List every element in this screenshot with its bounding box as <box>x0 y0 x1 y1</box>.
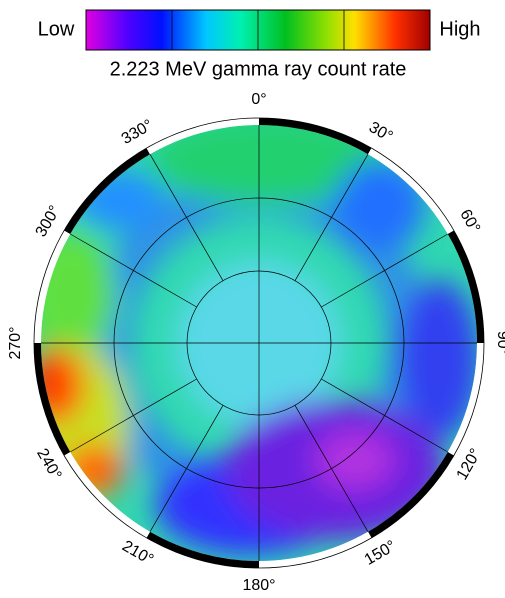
angle-label: 120° <box>454 446 485 483</box>
figure: Low High 2.223 MeV gamma ray count rate … <box>0 0 505 593</box>
angle-label: 60° <box>456 207 483 236</box>
angle-label: 240° <box>33 446 64 483</box>
high-label: High <box>439 18 480 40</box>
angle-label: 270° <box>7 326 24 359</box>
colorbar-caption: 2.223 MeV gamma ray count rate <box>110 58 407 80</box>
map <box>25 110 490 570</box>
angle-label: 330° <box>119 117 156 148</box>
angle-label: 150° <box>362 538 399 569</box>
angle-label: 180° <box>242 577 275 593</box>
angle-label: 210° <box>119 538 156 569</box>
angle-label: 30° <box>366 119 395 146</box>
angle-label: 300° <box>33 203 64 240</box>
angle-label: 0° <box>251 91 266 108</box>
angle-label: 90° <box>494 331 505 355</box>
low-label: Low <box>38 18 75 40</box>
